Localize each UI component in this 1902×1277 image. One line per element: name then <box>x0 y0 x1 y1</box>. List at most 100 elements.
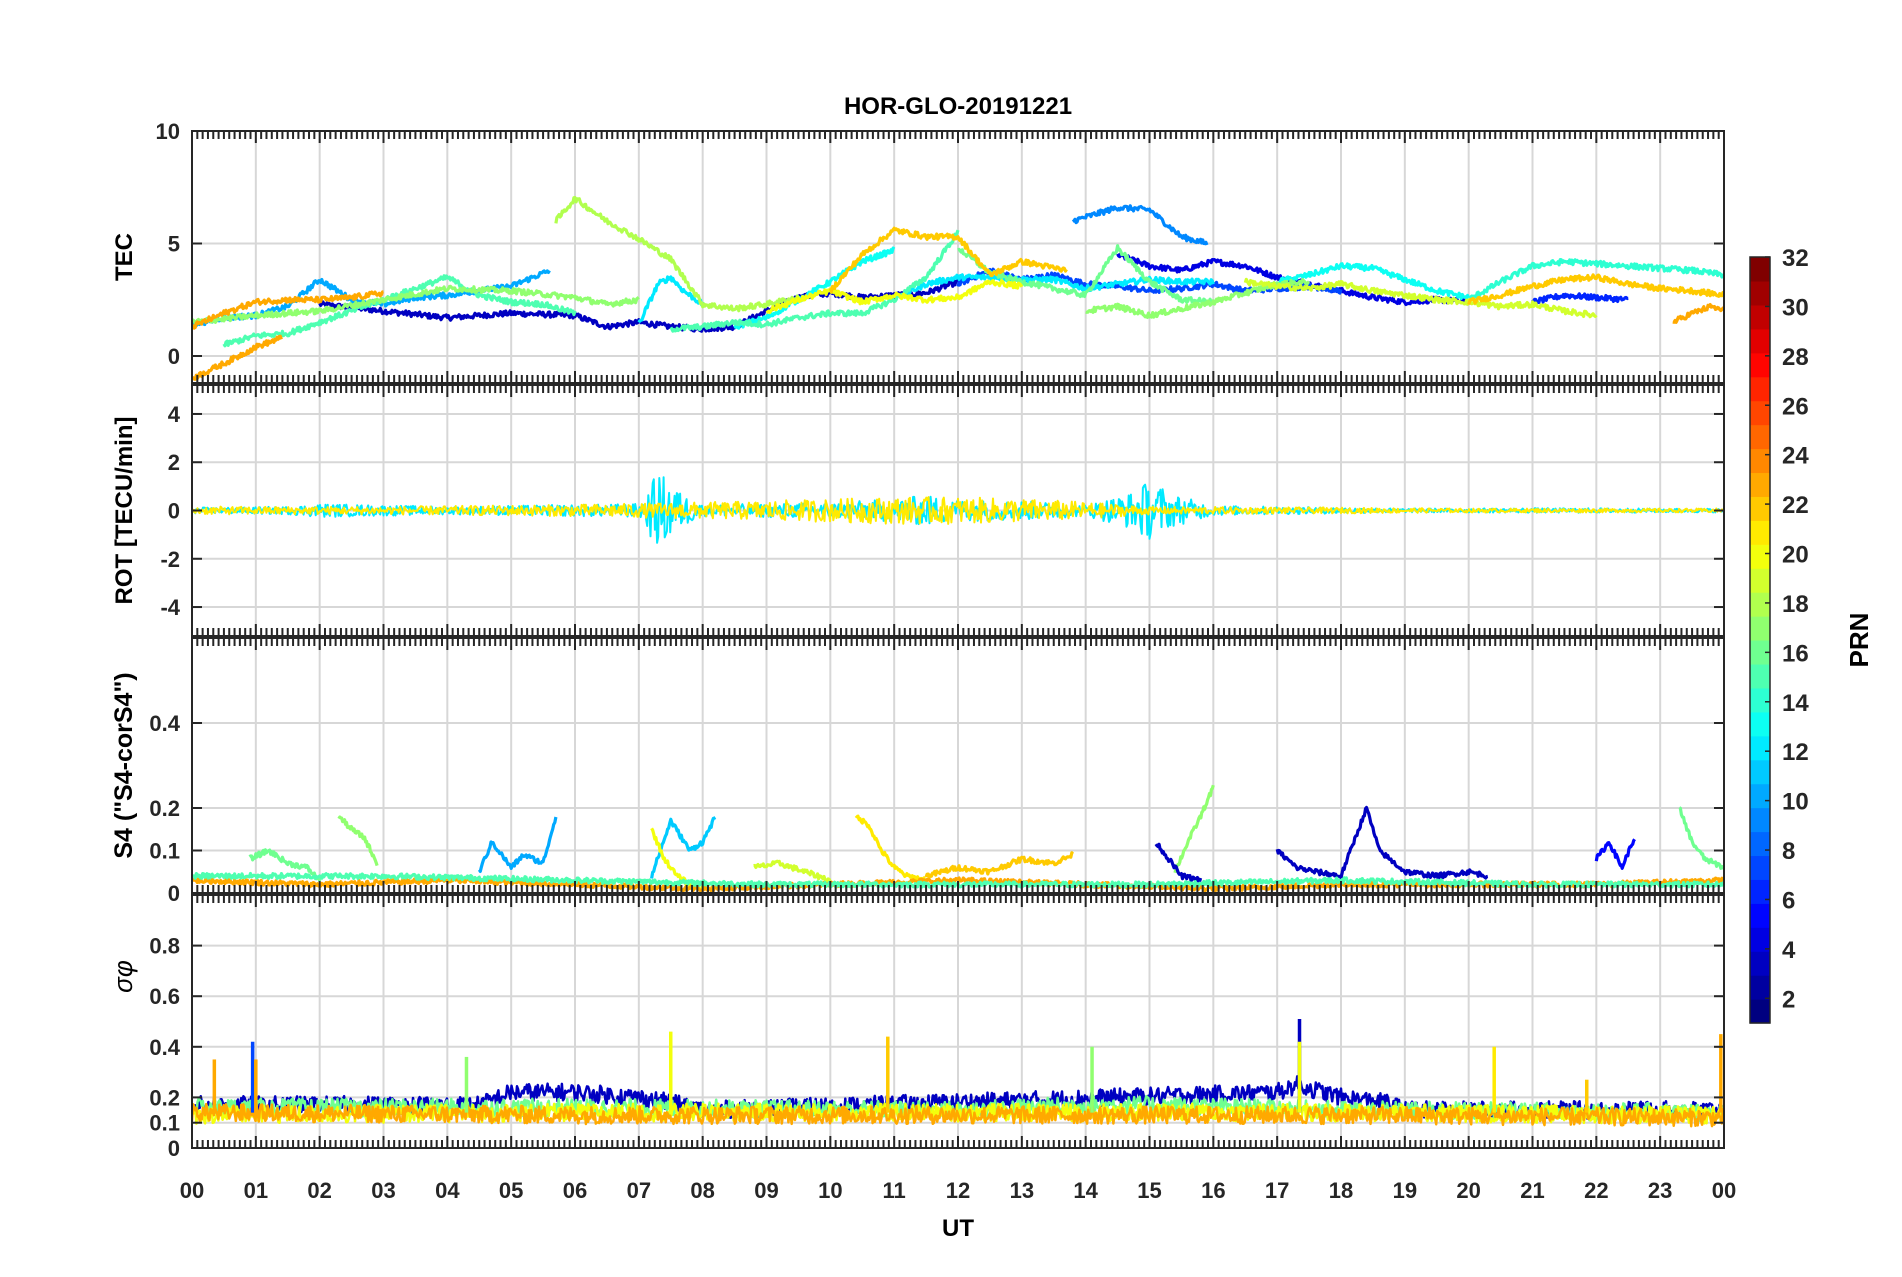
series-line-prn-17 <box>192 284 640 325</box>
panel-tec: 0 5 10 TEC <box>111 119 1725 384</box>
colorbar-segment <box>1750 592 1770 617</box>
colorbar-segment <box>1750 328 1770 354</box>
series-line-prn-19 <box>753 859 832 883</box>
panel-x-ticks <box>191 385 1725 636</box>
colorbar-segment <box>1750 783 1770 809</box>
panel-data <box>192 1018 1724 1128</box>
x-tick-label: 05 <box>499 1178 523 1203</box>
x-tick-label: 01 <box>244 1178 268 1203</box>
panel-y-ticks: 00.10.2 0.4 0.6 0.8 <box>149 934 1724 1161</box>
series-line-prn-18 <box>554 196 800 313</box>
y-tick-label: 0 <box>168 344 180 369</box>
series-line-prn-19 <box>1243 277 1598 319</box>
colorbar-tick-label: 18 <box>1782 591 1809 618</box>
y-tick-label: 0.4 <box>149 711 180 736</box>
series-line-prn-6 <box>1531 292 1629 305</box>
y-tick-label: 0 <box>168 499 180 524</box>
panel-grid <box>192 131 1724 383</box>
colorbar-tick-label: 2 <box>1782 986 1795 1013</box>
colorbar-tick-label: 32 <box>1782 245 1809 272</box>
series-line-prn-23 <box>192 290 384 330</box>
colorbar-tick-label: 4 <box>1782 937 1796 964</box>
colorbar-segment <box>1750 879 1770 904</box>
series-line-prn-14 <box>1467 258 1724 303</box>
colorbar-segment <box>1750 927 1770 952</box>
series-line-prn-5 <box>1594 838 1636 870</box>
x-tick-label: 13 <box>1010 1178 1034 1203</box>
x-tick-label: 07 <box>627 1178 651 1203</box>
colorbar-segment <box>1750 711 1770 737</box>
colorbar-segment <box>1750 855 1770 880</box>
colorbar-tick-label: 24 <box>1782 443 1809 470</box>
colorbar-label: PRN <box>1844 613 1874 668</box>
colorbar-segment <box>1750 352 1770 378</box>
panel-data <box>192 476 1724 544</box>
colorbar-tick-label: 14 <box>1782 690 1809 717</box>
x-tick-label: 10 <box>818 1178 842 1203</box>
series-line-prn-11 <box>650 816 717 879</box>
colorbar-tick-label: 12 <box>1782 739 1809 766</box>
colorbar-segment <box>1750 663 1770 689</box>
colorbar-segment <box>1750 280 1770 306</box>
colorbar-segment <box>1750 807 1770 833</box>
y-tick-label: -4 <box>160 595 180 620</box>
y-tick-label: 0.2 <box>149 796 180 821</box>
y-tick-label: 2 <box>168 450 180 475</box>
panel-s4: 0 0.1 0.2 0.4 S4 ("S4-corS4") <box>110 637 1725 906</box>
series-line-prn-23 <box>192 334 283 381</box>
x-tick-label: 12 <box>946 1178 970 1203</box>
colorbar-tick-label: 10 <box>1782 789 1809 816</box>
x-tick-label: 11 <box>883 1178 906 1203</box>
y-tick-label: 10 <box>156 119 180 144</box>
colorbar-segment <box>1750 568 1770 593</box>
series-line-prn-22 <box>924 851 1075 879</box>
series-line-prn-17 <box>337 815 379 867</box>
colorbar-tick-label: 20 <box>1782 542 1809 569</box>
x-tick-label: 18 <box>1329 1178 1353 1203</box>
colorbar-segment <box>1750 640 1770 665</box>
x-tick-label: 15 <box>1137 1178 1161 1203</box>
colorbar-segment <box>1750 616 1770 641</box>
chart-title: HOR-GLO-20191221 <box>844 93 1072 120</box>
series-line-prn-22 <box>828 226 1068 294</box>
x-tick-label: 00 <box>180 1178 204 1203</box>
x-tick-label: 14 <box>1073 1178 1098 1203</box>
series-line-prn-13 <box>1276 262 1471 301</box>
colorbar-segment <box>1750 687 1770 713</box>
colorbar-tick-label: 8 <box>1782 838 1795 865</box>
x-tick-label: 21 <box>1520 1178 1544 1203</box>
colorbar-segment <box>1750 999 1770 1024</box>
panel-x-ticks <box>191 638 1725 893</box>
x-axis-label: UT <box>942 1215 974 1242</box>
y-tick-label: 0 <box>168 1136 180 1161</box>
panel-grid <box>192 385 1724 636</box>
x-tick-label: 20 <box>1456 1178 1480 1203</box>
colorbar-segment <box>1750 735 1770 761</box>
series-line-prn-16 <box>248 848 322 882</box>
series-line-prn-12 <box>905 273 1215 296</box>
colorbar-segment <box>1750 472 1770 497</box>
series-line-prn-12 <box>637 275 705 324</box>
series-line-prn-16 <box>1678 806 1724 870</box>
series-line-prn-21 <box>192 496 1724 525</box>
x-tick-label: 04 <box>435 1178 460 1203</box>
x-tick-label: 16 <box>1201 1178 1225 1203</box>
series-line-prn-21 <box>854 814 927 884</box>
y-tick-label: 0.4 <box>149 1035 180 1060</box>
x-tick-label: 06 <box>563 1178 587 1203</box>
x-tick-label: 19 <box>1393 1178 1417 1203</box>
colorbar-border <box>1749 256 1771 1024</box>
series-line-prn-15 <box>669 229 960 333</box>
x-tick-labels: 00 01 02 03 04 05 06 07 08 09 10 11 12 13 14 15 16 17 18 19… <box>180 1178 1736 1203</box>
y-tick-label: 5 <box>168 232 180 257</box>
colorbar-segment <box>1750 257 1770 282</box>
x-tick-label: 23 <box>1648 1178 1672 1203</box>
y-tick-label: 0.2 <box>149 1085 180 1110</box>
series-line-prn-9 <box>1071 204 1209 246</box>
colorbar-segment <box>1750 496 1770 521</box>
y-tick-label: -2 <box>160 547 180 572</box>
colorbar-tick-label: 26 <box>1782 393 1809 420</box>
series-line-prn-17 <box>1173 784 1215 874</box>
